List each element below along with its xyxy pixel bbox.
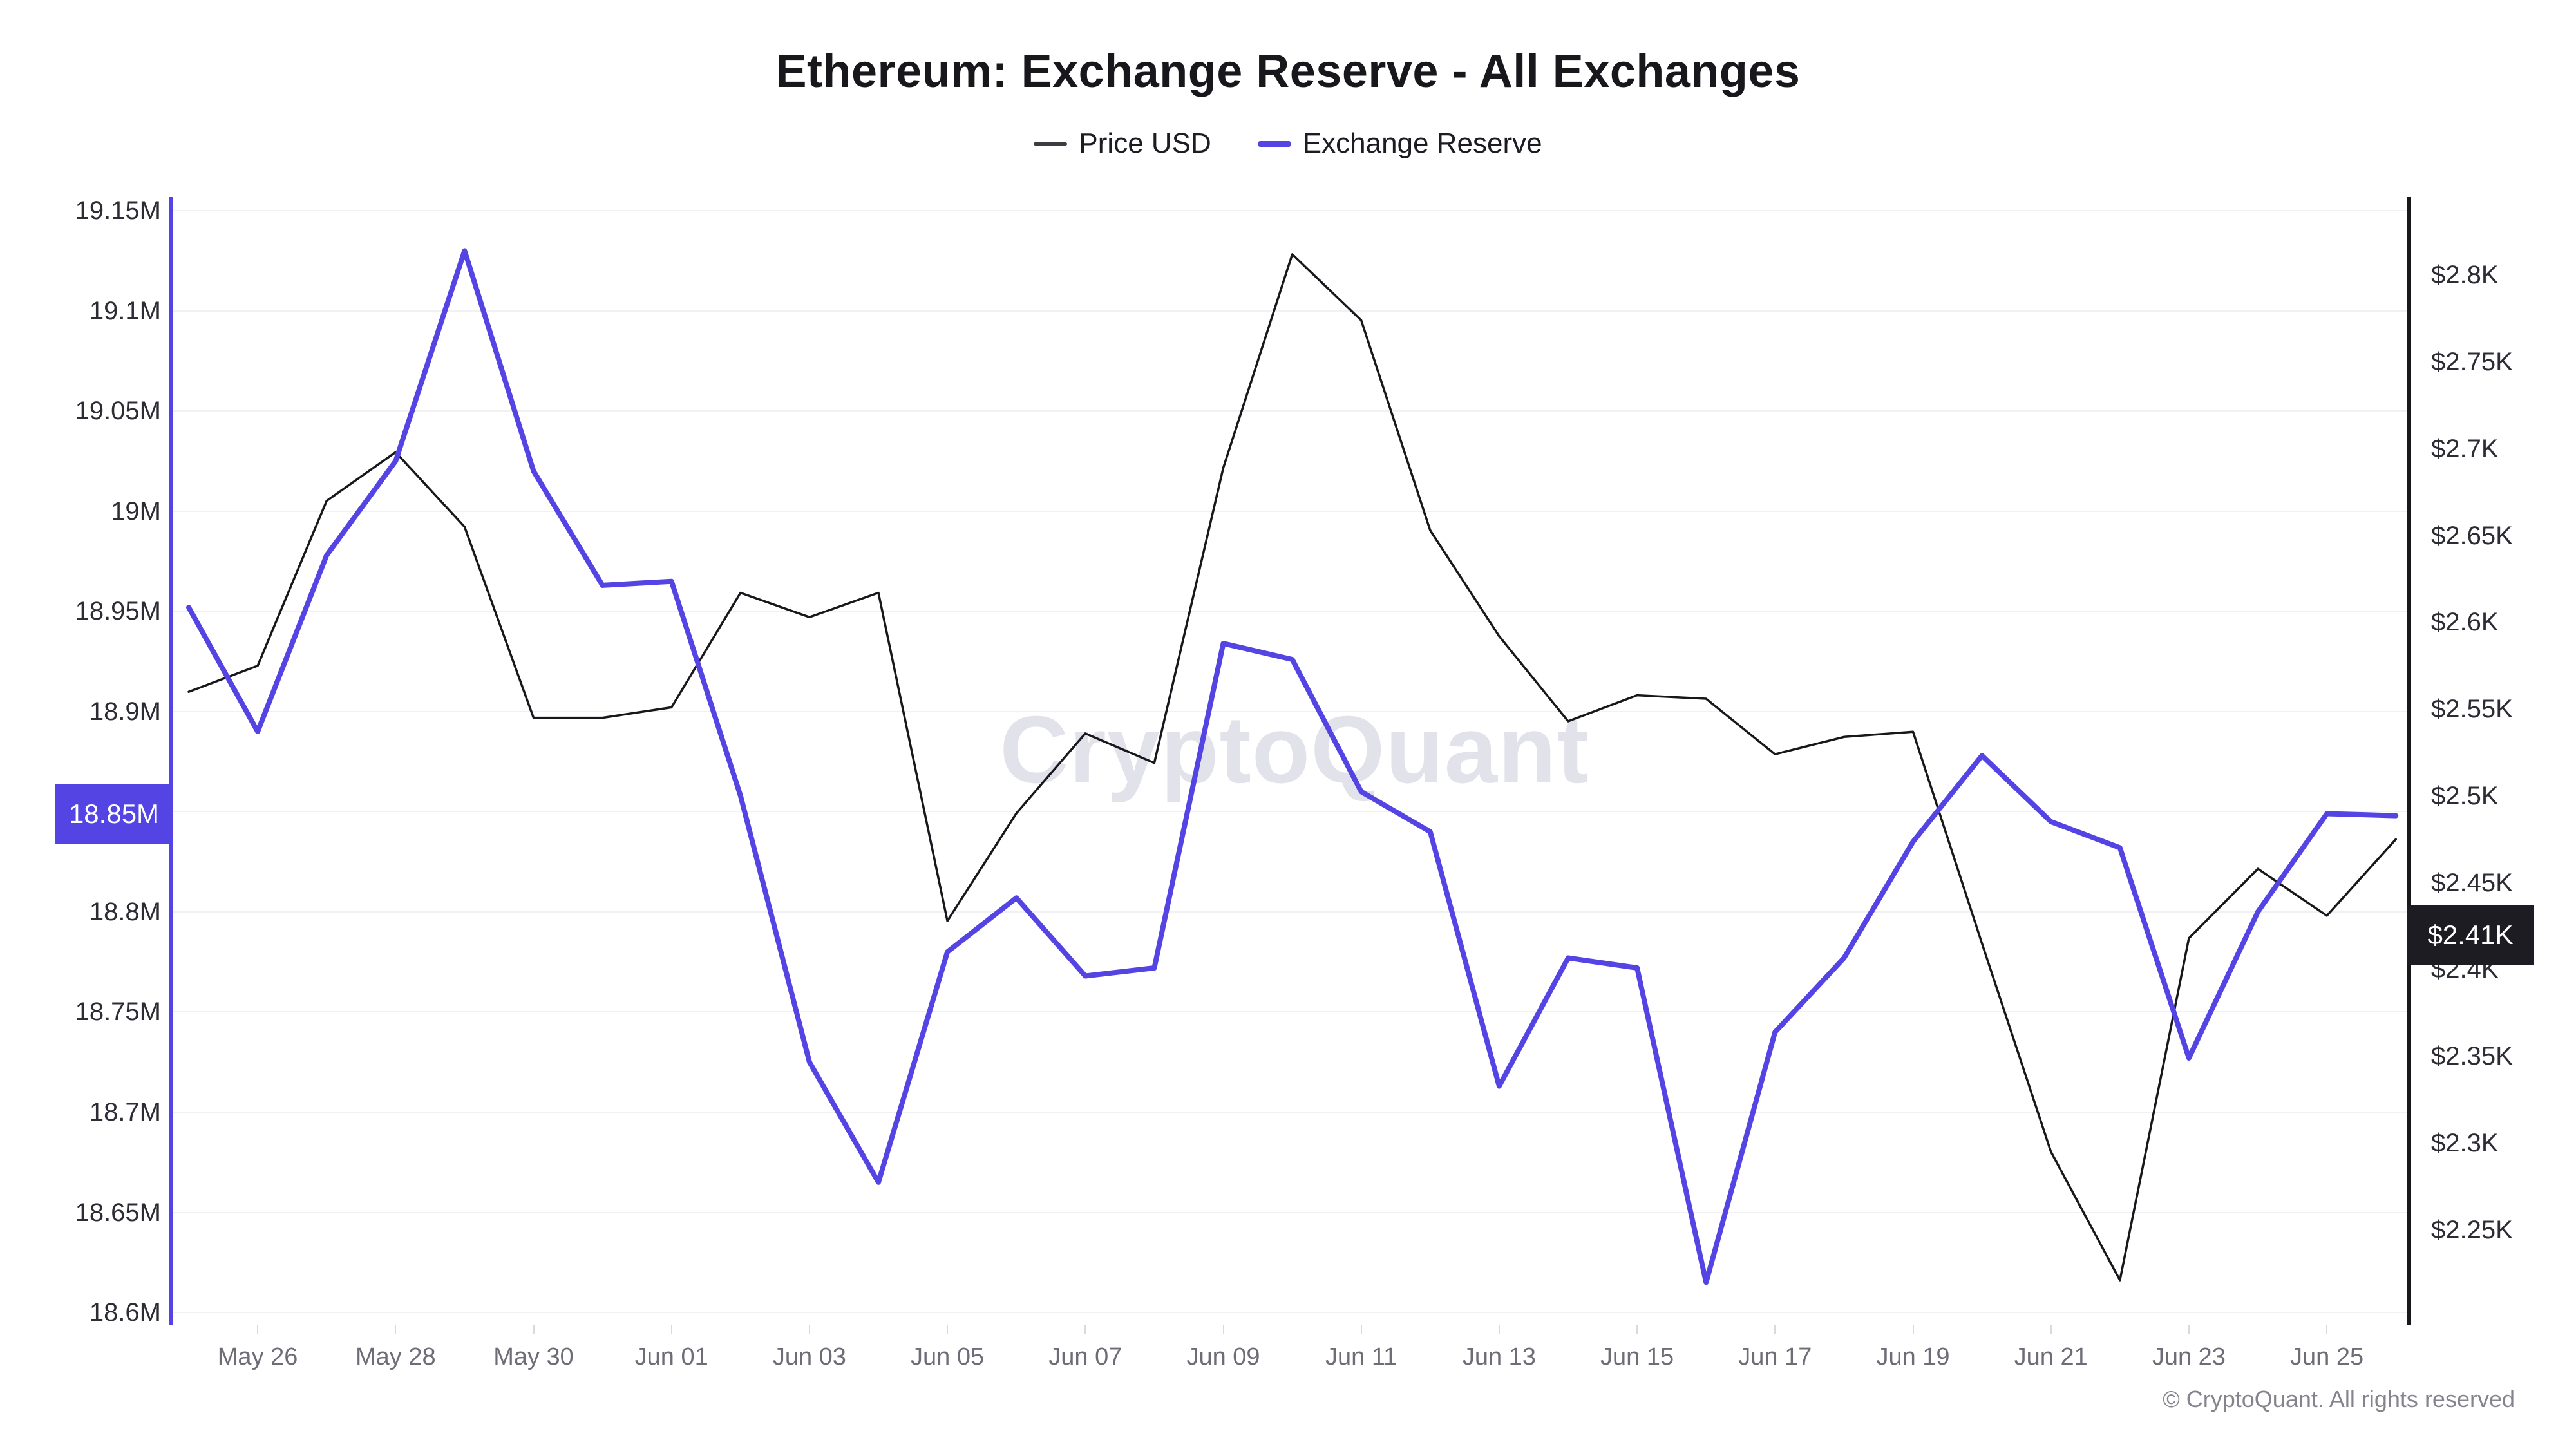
h-gridline xyxy=(173,1011,2407,1013)
legend-item-exchange-reserve[interactable]: Exchange Reserve xyxy=(1257,128,1542,160)
reserve-axis-badge: 18.85M xyxy=(55,784,173,844)
right-axis-line xyxy=(2407,197,2411,1325)
y-axis-tick-label-right: $2.6K xyxy=(2431,608,2499,637)
x-axis-tick-label: Jun 19 xyxy=(1876,1343,1950,1370)
copyright-text: © CryptoQuant. All rights reserved xyxy=(2163,1386,2515,1412)
y-axis-tick-label-right: $2.45K xyxy=(2431,868,2513,897)
series-line-exchange-reserve xyxy=(186,248,2399,1285)
h-gridline xyxy=(173,310,2407,312)
chart-legend: Price USD Exchange Reserve xyxy=(0,128,2576,160)
price-axis-badge: $2.41K xyxy=(2407,905,2534,965)
y-axis-tick-label-left: 19.1M xyxy=(89,296,161,325)
h-gridline xyxy=(173,611,2407,612)
reserve-line-swatch-icon xyxy=(1257,140,1291,147)
x-axis-tick-mark xyxy=(947,1325,949,1334)
x-axis-tick-label: May 28 xyxy=(355,1343,436,1370)
x-axis-tick-mark xyxy=(670,1325,672,1334)
series-line-price-usd xyxy=(187,253,2397,1282)
h-gridline xyxy=(173,911,2407,913)
x-axis-tick-label: Jun 05 xyxy=(911,1343,985,1370)
y-axis-tick-label-left: 18.6M xyxy=(89,1298,161,1327)
x-axis-tick-mark xyxy=(1222,1325,1224,1334)
y-axis-tick-label-left: 18.65M xyxy=(75,1198,161,1227)
x-axis-tick-mark xyxy=(2326,1325,2328,1334)
h-gridline xyxy=(173,410,2407,412)
x-axis-tick-label: Jun 17 xyxy=(1738,1343,1812,1370)
x-axis-tick-mark xyxy=(1636,1325,1638,1334)
y-axis-tick-label-right: $2.5K xyxy=(2431,781,2499,810)
x-axis-tick-label: Jun 03 xyxy=(772,1343,846,1370)
page-title: Ethereum: Exchange Reserve - All Exchang… xyxy=(775,46,1801,97)
x-axis-tick-mark xyxy=(2188,1325,2190,1334)
h-gridline xyxy=(173,210,2407,212)
h-gridline xyxy=(173,1211,2407,1213)
y-axis-tick-label-right: $2.25K xyxy=(2431,1215,2513,1244)
x-axis-tick-mark xyxy=(2050,1325,2052,1334)
x-axis-tick-label: Jun 09 xyxy=(1186,1343,1260,1370)
x-axis-tick-label: Jun 23 xyxy=(2152,1343,2226,1370)
x-axis-tick-label: Jun 11 xyxy=(1325,1343,1397,1370)
x-axis-tick-label: Jun 25 xyxy=(2290,1343,2364,1370)
x-axis-tick-label: Jun 07 xyxy=(1048,1343,1122,1370)
y-axis-tick-label-left: 18.8M xyxy=(89,897,161,926)
price-line-swatch-icon xyxy=(1034,142,1068,146)
x-axis-tick-mark xyxy=(1774,1325,1776,1334)
y-axis-tick-label-right: $2.3K xyxy=(2431,1128,2499,1157)
y-axis-tick-label-left: 19M xyxy=(111,497,161,526)
x-axis-tick-mark xyxy=(1498,1325,1500,1334)
x-axis-tick-label: Jun 21 xyxy=(2014,1343,2088,1370)
y-axis-tick-label-left: 18.9M xyxy=(89,697,161,726)
y-axis-tick-label-right: $2.35K xyxy=(2431,1042,2513,1071)
h-gridline xyxy=(173,710,2407,712)
legend-label-reserve: Exchange Reserve xyxy=(1302,128,1542,159)
y-axis-tick-label-right: $2.55K xyxy=(2431,695,2513,724)
x-axis-tick-mark xyxy=(533,1325,535,1334)
h-gridline xyxy=(173,510,2407,512)
left-axis-line xyxy=(169,197,173,1325)
y-axis-tick-label-right: $2.8K xyxy=(2431,261,2499,290)
x-axis-tick-mark xyxy=(257,1325,259,1334)
x-axis-tick-label: Jun 01 xyxy=(634,1343,708,1370)
x-axis-tick-label: Jun 15 xyxy=(1600,1343,1674,1370)
chart-lines-canvas[interactable] xyxy=(173,197,2407,1325)
y-axis-tick-label-left: 18.95M xyxy=(75,597,161,626)
x-axis-tick-mark xyxy=(1360,1325,1362,1334)
x-axis-tick-label: May 26 xyxy=(217,1343,298,1370)
y-axis-tick-label-right: $2.65K xyxy=(2431,521,2513,550)
y-axis-tick-label-left: 19.15M xyxy=(75,196,161,225)
x-axis-tick-mark xyxy=(1084,1325,1086,1334)
x-axis-tick-mark xyxy=(395,1325,397,1334)
x-axis-tick-label: Jun 13 xyxy=(1462,1343,1536,1370)
x-axis-tick-label: May 30 xyxy=(493,1343,574,1370)
h-gridline xyxy=(173,1312,2407,1314)
x-axis-tick-mark xyxy=(808,1325,810,1334)
h-gridline xyxy=(173,811,2407,813)
y-axis-tick-label-right: $2.7K xyxy=(2431,434,2499,463)
cryptoquant-watermark: CryptoQuant xyxy=(999,697,1589,803)
h-gridline xyxy=(173,1112,2407,1113)
y-axis-tick-label-left: 18.75M xyxy=(75,998,161,1027)
x-axis-tick-mark xyxy=(1912,1325,1914,1334)
legend-label-price: Price USD xyxy=(1079,128,1211,159)
legend-item-price-usd[interactable]: Price USD xyxy=(1034,128,1211,160)
y-axis-tick-label-left: 18.7M xyxy=(89,1098,161,1126)
y-axis-tick-label-left: 19.05M xyxy=(75,397,161,426)
y-axis-tick-label-right: $2.75K xyxy=(2431,348,2513,377)
